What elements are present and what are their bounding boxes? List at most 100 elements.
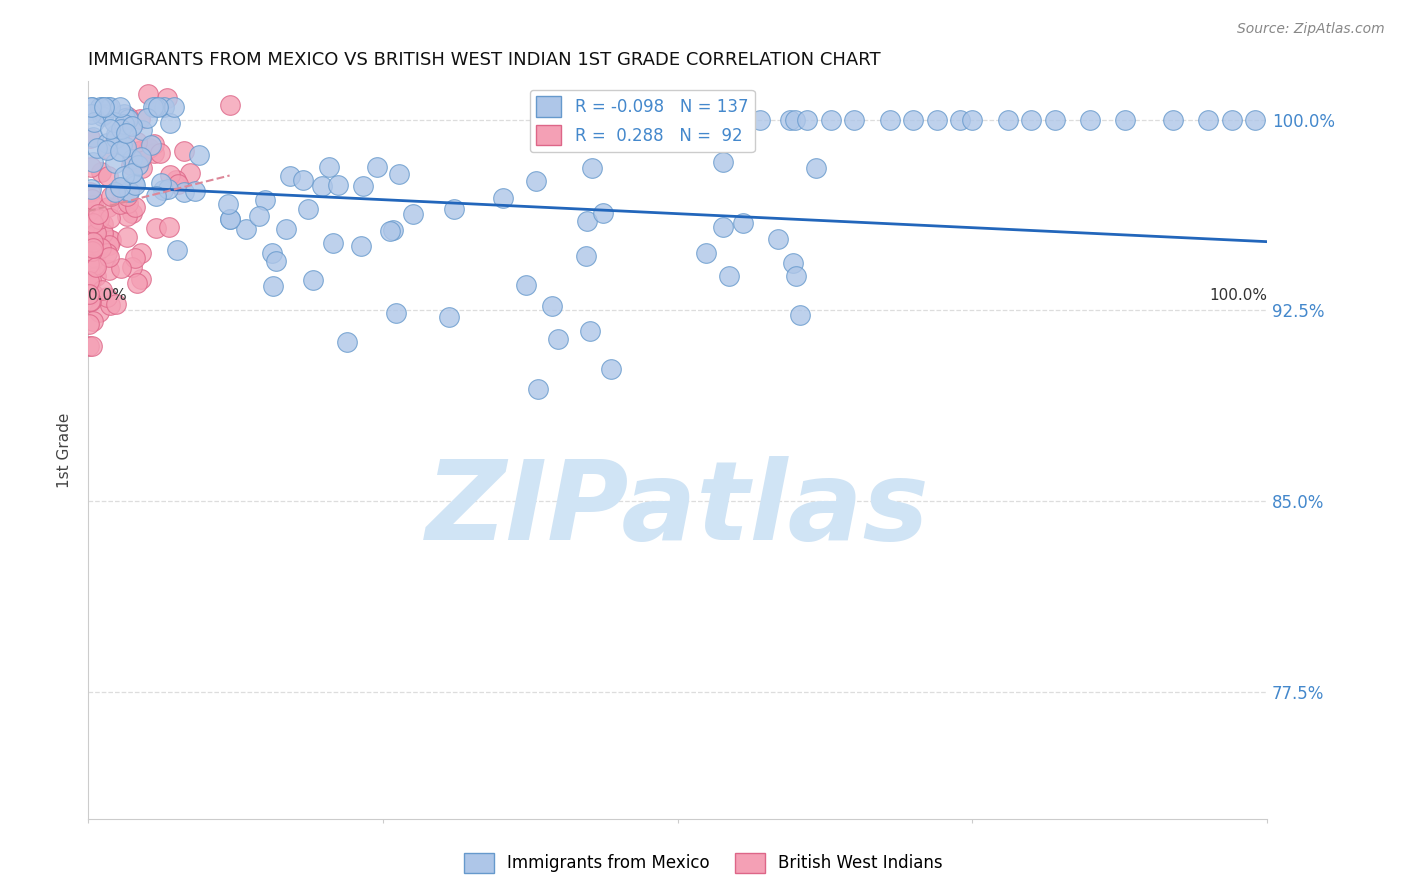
Point — [80, 244, 103, 258]
Point — [318, 160, 340, 174]
Point — [159, 116, 181, 130]
Point — [1244, 112, 1267, 127]
Point — [157, 219, 180, 234]
Point — [87, 305, 110, 319]
Point — [114, 126, 136, 140]
Point — [779, 112, 801, 127]
Point — [179, 165, 201, 179]
Point — [167, 177, 190, 191]
Point — [129, 151, 152, 165]
Point — [547, 332, 569, 346]
Point — [515, 277, 537, 292]
Point — [91, 109, 114, 123]
Point — [711, 220, 734, 235]
Point — [114, 186, 136, 200]
Point — [87, 206, 110, 220]
Point — [124, 178, 146, 193]
Point — [576, 214, 599, 228]
Point — [104, 186, 127, 200]
Point — [173, 186, 195, 200]
Point — [806, 161, 828, 176]
Point — [82, 314, 104, 328]
Point — [80, 227, 103, 242]
Point — [98, 121, 121, 136]
Point — [278, 169, 301, 183]
Point — [82, 235, 104, 250]
Point — [98, 263, 121, 277]
Point — [91, 283, 114, 297]
Point — [1019, 112, 1042, 127]
Point — [90, 165, 112, 179]
Point — [121, 206, 143, 220]
Point — [80, 339, 103, 353]
Point — [262, 279, 284, 293]
Point — [1220, 112, 1243, 127]
Point — [111, 138, 134, 153]
Point — [86, 269, 108, 284]
Point — [82, 155, 104, 169]
Point — [218, 97, 240, 112]
Point — [79, 317, 101, 331]
Point — [82, 129, 104, 144]
Point — [136, 87, 159, 101]
Point — [524, 174, 547, 188]
Point — [141, 138, 163, 153]
Point — [80, 272, 103, 286]
Point — [291, 173, 314, 187]
Point — [131, 161, 153, 176]
Point — [84, 228, 107, 243]
Point — [366, 160, 388, 174]
Point — [352, 178, 374, 193]
Point — [97, 142, 120, 156]
Point — [118, 184, 141, 198]
Point — [97, 100, 120, 114]
Point — [711, 155, 734, 169]
Point — [247, 210, 270, 224]
Y-axis label: 1st Grade: 1st Grade — [58, 413, 72, 488]
Point — [114, 111, 136, 125]
Point — [108, 197, 131, 211]
Point — [115, 188, 138, 202]
Point — [93, 217, 115, 231]
Point — [98, 100, 121, 114]
Point — [82, 211, 104, 226]
Point — [121, 153, 143, 167]
Point — [145, 220, 167, 235]
Point — [108, 100, 131, 114]
Point — [695, 245, 717, 260]
Point — [148, 100, 170, 114]
Point — [121, 119, 143, 133]
Point — [100, 233, 122, 247]
Point — [949, 112, 972, 127]
Point — [79, 274, 101, 288]
Point — [782, 255, 804, 269]
Point — [136, 111, 159, 125]
Point — [79, 287, 101, 301]
Text: 0.0%: 0.0% — [89, 288, 127, 303]
Point — [110, 122, 132, 136]
Point — [82, 198, 104, 212]
Point — [690, 112, 713, 127]
Point — [97, 169, 120, 183]
Point — [129, 272, 152, 286]
Point — [86, 140, 108, 154]
Point — [89, 212, 111, 227]
Point — [260, 246, 283, 260]
Point — [79, 107, 101, 121]
Point — [820, 112, 842, 127]
Point — [166, 243, 188, 257]
Point — [380, 224, 402, 238]
Point — [112, 117, 135, 131]
Point — [264, 254, 287, 268]
Point — [311, 178, 333, 193]
Point — [336, 334, 359, 349]
Point — [903, 112, 925, 127]
Point — [322, 235, 344, 250]
Point — [115, 209, 138, 223]
Point — [117, 110, 139, 124]
Point — [98, 298, 121, 312]
Point — [326, 178, 349, 193]
Point — [1043, 112, 1066, 127]
Point — [79, 294, 101, 309]
Point — [93, 100, 115, 114]
